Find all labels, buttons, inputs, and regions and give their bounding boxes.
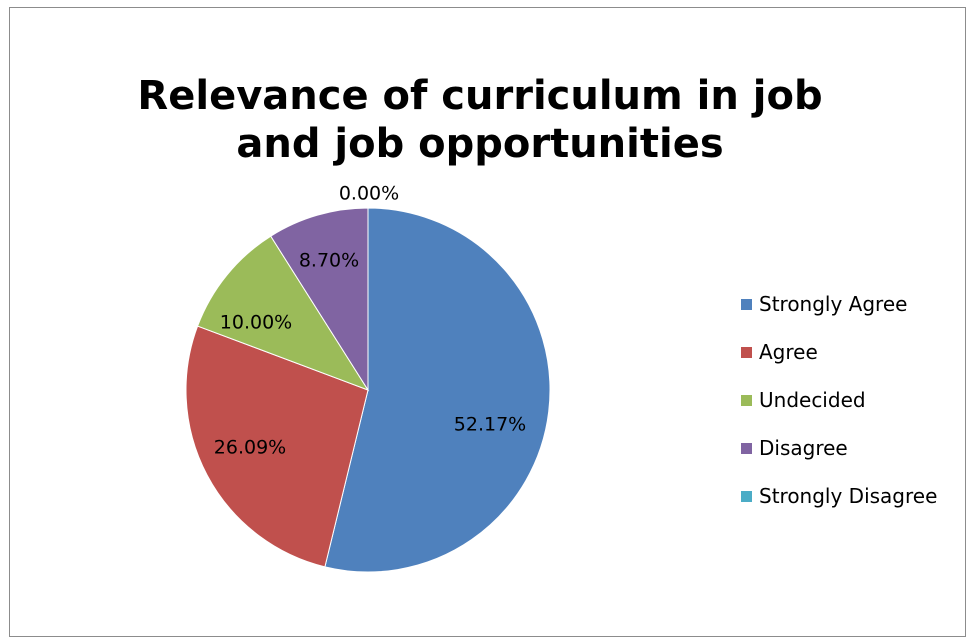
legend-swatch [741, 298, 752, 310]
legend-swatch [741, 394, 752, 406]
legend-item-agree: Agree [741, 328, 961, 376]
legend-label: Disagree [759, 436, 848, 460]
pie-slice-disagree [270, 207, 369, 392]
legend-label: Strongly Disagree [759, 484, 938, 508]
pie-slice-undecided [196, 235, 370, 391]
pie-slice-strongly-agree [324, 207, 551, 573]
chart-title: Relevance of curriculum in job and job o… [137, 73, 823, 167]
data-label-undecided: 10.00% [220, 312, 292, 334]
legend-item-disagree: Disagree [741, 424, 961, 472]
legend-label: Agree [759, 340, 818, 364]
legend-label: Undecided [759, 388, 866, 412]
data-label-strongly-agree: 52.17% [454, 414, 526, 436]
chart-legend: Strongly Agree Agree Undecided Disagree Stro… [741, 280, 961, 520]
legend-item-strongly-disagree: Strongly Disagree [741, 472, 961, 520]
legend-item-undecided: Undecided [741, 376, 961, 424]
data-label-strongly-disagree: 0.00% [339, 183, 399, 205]
legend-item-strongly-agree: Strongly Agree [741, 280, 961, 328]
data-label-disagree: 8.70% [299, 250, 359, 272]
legend-label: Strongly Agree [759, 292, 908, 316]
data-label-agree: 26.09% [214, 437, 286, 459]
pie-slice-agree [185, 325, 369, 568]
legend-swatch [741, 490, 752, 502]
legend-swatch [741, 442, 752, 454]
legend-swatch [741, 346, 752, 358]
